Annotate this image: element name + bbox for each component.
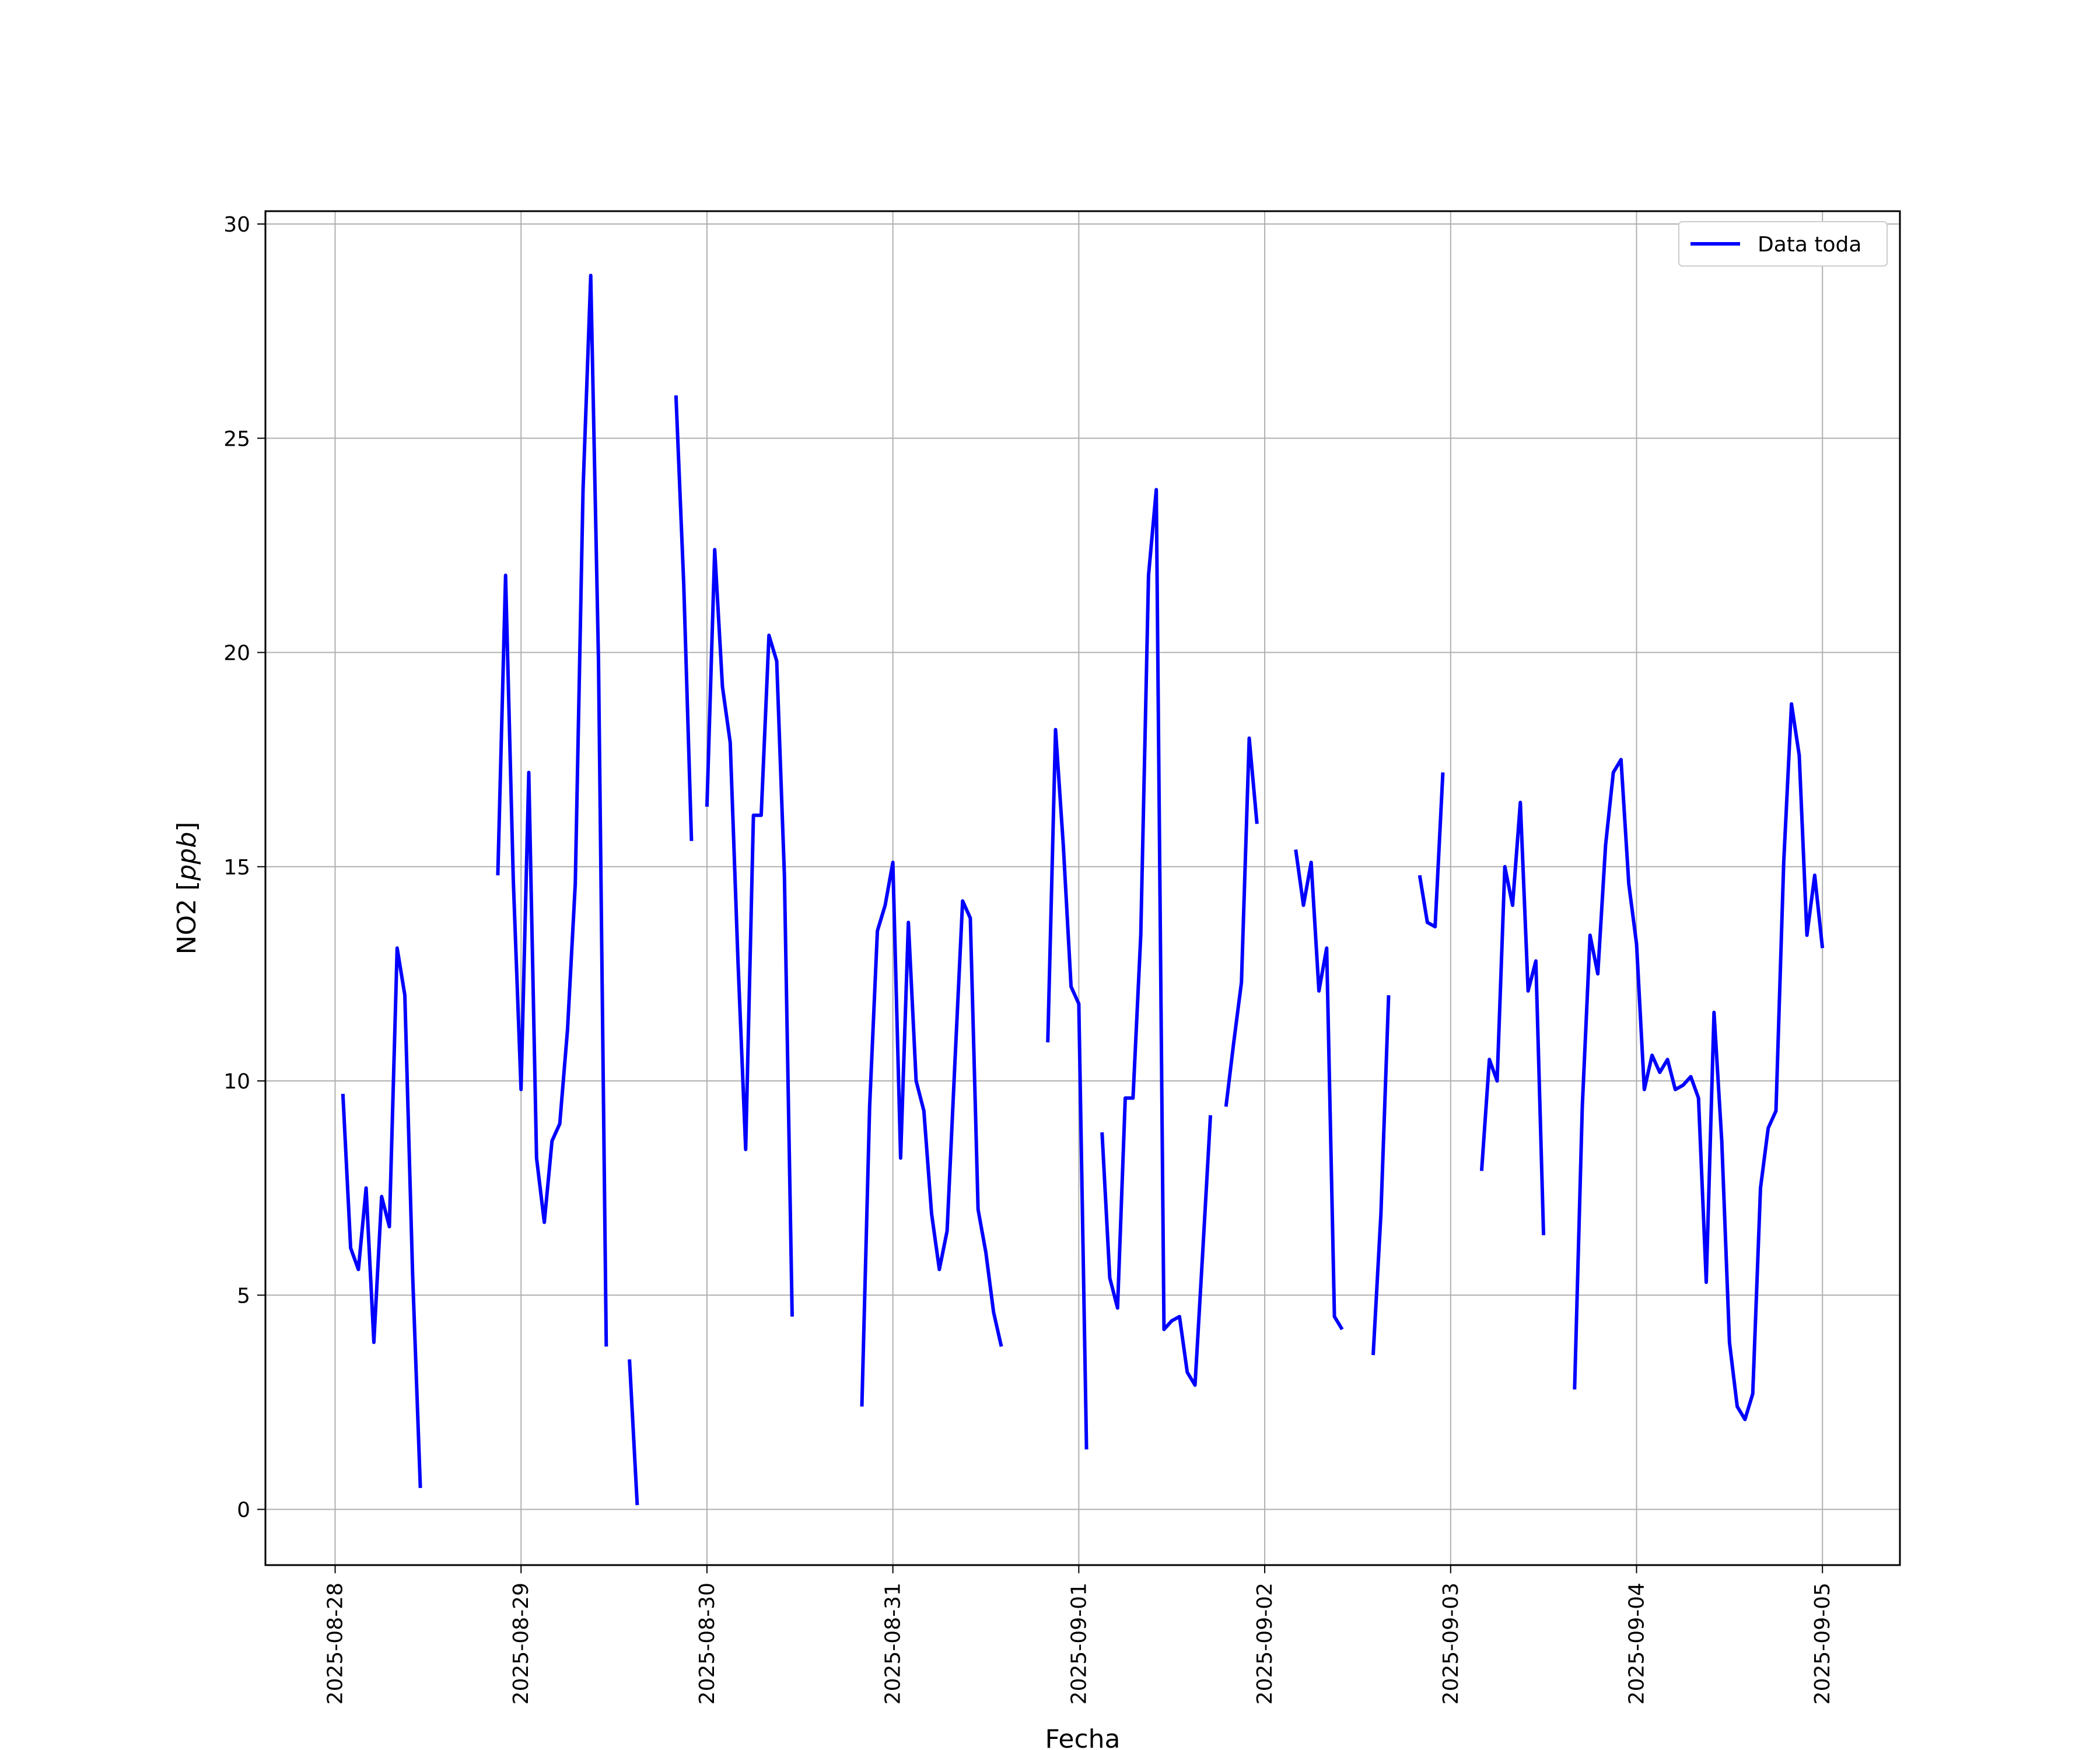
x-tick-label: 2025-08-31 [881, 1583, 905, 1704]
axis-ticks: 2025-08-28 2025-08-29 2025-08-30 2025-08-31… [223, 213, 1835, 1704]
x-tick-label: 2025-09-03 [1439, 1583, 1463, 1704]
series-line-segment [496, 274, 608, 1347]
y-tick-label: 20 [223, 642, 250, 666]
series-line-segment [705, 548, 794, 1317]
y-tick-label: 30 [223, 213, 250, 237]
y-axis-label-main: NO2 [ [172, 881, 202, 955]
series-line-segment [1046, 727, 1088, 1450]
y-axis-label-close: ] [172, 822, 202, 832]
y-tick-label: 0 [237, 1499, 250, 1522]
x-tick-label: 2025-08-29 [509, 1583, 533, 1704]
series-line-segment [1573, 702, 1825, 1422]
y-axis-label-unit: ppb [172, 832, 202, 881]
x-axis-label: Fecha [1045, 1724, 1120, 1750]
series-line-segment [1224, 736, 1259, 1107]
series-line-segment [341, 946, 422, 1488]
series-line-segment [1418, 772, 1445, 929]
data-series [341, 274, 1825, 1506]
series-line-segment [860, 860, 1003, 1407]
legend-box [1678, 221, 1888, 267]
x-tick-label: 2025-09-02 [1253, 1583, 1277, 1704]
y-tick-label: 15 [223, 856, 250, 880]
series-line-segment [628, 1359, 639, 1506]
x-tick-label: 2025-09-05 [1811, 1583, 1835, 1704]
x-tick-label: 2025-09-04 [1625, 1583, 1648, 1704]
series-line-segment [1479, 800, 1546, 1236]
series-line-segment [1371, 995, 1391, 1356]
y-tick-label: 10 [223, 1070, 250, 1094]
x-tick-label: 2025-09-01 [1067, 1583, 1091, 1704]
plot-frame [264, 210, 1901, 1566]
x-tick-label: 2025-08-30 [695, 1583, 719, 1704]
series-line-segment [1100, 488, 1213, 1387]
x-tick-label: 2025-08-28 [324, 1583, 348, 1704]
legend-label: Data toda [1758, 233, 1861, 257]
legend: Data toda [1678, 221, 1888, 267]
series-line-segment [1294, 849, 1344, 1331]
y-tick-label: 25 [223, 427, 250, 451]
y-axis-label: NO2 [ppb] [172, 822, 202, 955]
y-tick-label: 5 [237, 1284, 250, 1308]
series-line-segment [674, 395, 694, 841]
